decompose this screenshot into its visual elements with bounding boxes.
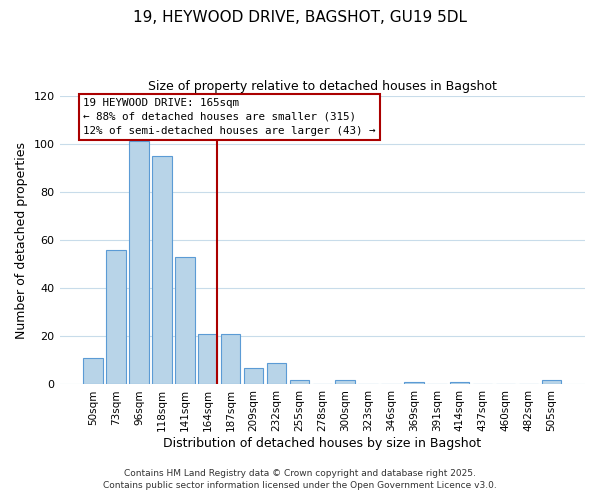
Bar <box>267 363 286 384</box>
Bar <box>175 257 194 384</box>
Title: Size of property relative to detached houses in Bagshot: Size of property relative to detached ho… <box>148 80 497 93</box>
Text: 19 HEYWOOD DRIVE: 165sqm
← 88% of detached houses are smaller (315)
12% of semi-: 19 HEYWOOD DRIVE: 165sqm ← 88% of detach… <box>83 98 376 136</box>
Y-axis label: Number of detached properties: Number of detached properties <box>15 142 28 338</box>
Bar <box>152 156 172 384</box>
Bar <box>244 368 263 384</box>
Text: Contains HM Land Registry data © Crown copyright and database right 2025.
Contai: Contains HM Land Registry data © Crown c… <box>103 468 497 490</box>
Bar <box>106 250 126 384</box>
Bar <box>221 334 241 384</box>
Bar <box>450 382 469 384</box>
Bar <box>290 380 309 384</box>
Bar <box>542 380 561 384</box>
Bar <box>198 334 217 384</box>
Bar <box>335 380 355 384</box>
Bar <box>129 142 149 384</box>
Bar <box>404 382 424 384</box>
X-axis label: Distribution of detached houses by size in Bagshot: Distribution of detached houses by size … <box>163 437 481 450</box>
Bar <box>83 358 103 384</box>
Text: 19, HEYWOOD DRIVE, BAGSHOT, GU19 5DL: 19, HEYWOOD DRIVE, BAGSHOT, GU19 5DL <box>133 10 467 25</box>
